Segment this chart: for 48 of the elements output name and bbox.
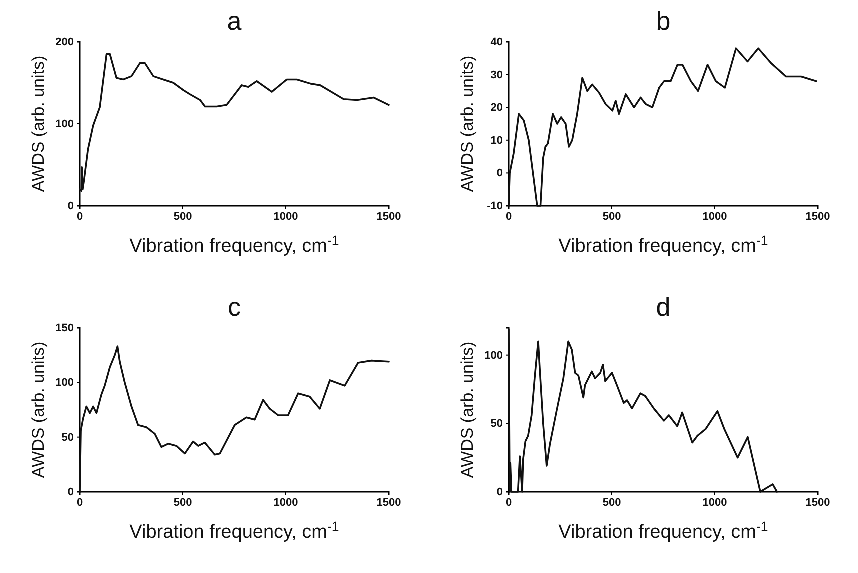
x-tick-label: 0 bbox=[506, 496, 512, 509]
y-tick-label: 30 bbox=[490, 69, 503, 82]
x-axis-title: Vibration frequency, cm$^{-1}$ bbox=[558, 518, 768, 543]
y-axis-title: AWDS (arb. units) bbox=[29, 56, 48, 192]
y-tick-label: 50 bbox=[62, 432, 74, 444]
x-tick-label: 0 bbox=[76, 210, 84, 223]
x-axis-title: Vibration frequency, cm$^{-1}$ bbox=[558, 232, 768, 257]
y-tick-label: 20 bbox=[490, 102, 503, 114]
x-tick-label: 1500 bbox=[806, 496, 830, 509]
line-series bbox=[508, 48, 818, 207]
y-tick-label: 10 bbox=[490, 134, 503, 147]
y-tick-label: 50 bbox=[490, 418, 503, 430]
y-tick-label: -10 bbox=[487, 200, 503, 213]
x-tick-label: 500 bbox=[602, 210, 622, 223]
x-tick-label: 500 bbox=[602, 496, 622, 509]
y-tick-label: 0 bbox=[496, 486, 503, 499]
line-series bbox=[79, 53, 390, 192]
x-tick-label: 1000 bbox=[702, 496, 728, 509]
y-tick-label: 0 bbox=[68, 486, 74, 499]
x-tick-label: 1500 bbox=[806, 210, 830, 223]
x-tick-label: 0 bbox=[506, 210, 512, 223]
x-tick-label: 1000 bbox=[274, 210, 298, 223]
y-tick-label: 0 bbox=[496, 168, 503, 180]
chart-title: b bbox=[656, 6, 671, 36]
y-axis-title: AWDS (arb. units) bbox=[29, 342, 48, 478]
y-tick-label: 150 bbox=[56, 322, 74, 335]
x-axis-title: Vibration frequency, cm$^{-1}$ bbox=[130, 232, 340, 257]
chart-title: c bbox=[228, 292, 241, 322]
chart-title: a bbox=[227, 6, 242, 36]
y-tick-label: 0 bbox=[68, 200, 74, 213]
y-tick-label: 100 bbox=[484, 350, 503, 362]
y-tick-label: 200 bbox=[56, 36, 74, 49]
y-tick-label: 100 bbox=[56, 377, 74, 390]
line-series bbox=[508, 328, 778, 493]
x-tick-label: 500 bbox=[174, 210, 192, 223]
x-axis-title: Vibration frequency, cm$^{-1}$ bbox=[130, 518, 340, 543]
x-tick-label: 0 bbox=[76, 496, 84, 509]
x-tick-label: 1000 bbox=[274, 496, 298, 509]
y-tick-label: 40 bbox=[490, 36, 503, 49]
x-tick-label: 1500 bbox=[376, 210, 402, 223]
x-tick-label: 1000 bbox=[702, 210, 728, 223]
chart-title: d bbox=[656, 292, 671, 322]
y-axis-title: AWDS (arb. units) bbox=[458, 56, 477, 192]
y-axis-title: AWDS (arb. units) bbox=[458, 342, 477, 478]
y-tick-label: 100 bbox=[56, 118, 74, 131]
x-tick-label: 500 bbox=[174, 496, 192, 509]
line-series bbox=[79, 346, 390, 493]
x-tick-label: 1500 bbox=[376, 496, 402, 509]
